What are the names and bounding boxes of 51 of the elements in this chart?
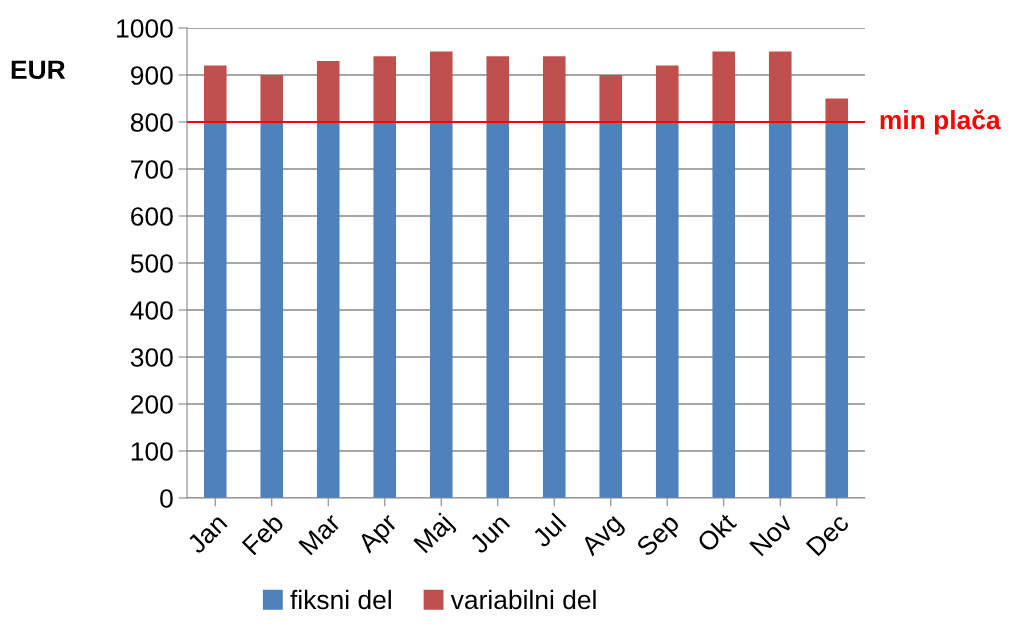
y-tick-label: 800 — [130, 113, 173, 132]
bar — [260, 122, 284, 498]
x-tick-label: Apr — [356, 512, 402, 558]
y-tick-label: 1000 — [117, 19, 173, 38]
bar — [316, 60, 340, 122]
legend-label: variabilni del — [450, 589, 596, 610]
x-tick-label: Dec — [805, 512, 850, 557]
bar — [542, 56, 566, 122]
y-tick-label: 900 — [131, 66, 173, 85]
bar — [542, 122, 566, 498]
ref-line-label: min plača — [880, 109, 1001, 135]
x-tick-label: Okt — [695, 511, 738, 554]
y-tick-label: 300 — [130, 348, 173, 367]
bar — [768, 122, 792, 498]
x-tick-label: Sep — [635, 512, 684, 561]
bar — [373, 56, 397, 122]
bar — [825, 98, 849, 122]
x-tick-label: Maj — [412, 512, 458, 558]
bar — [203, 65, 227, 122]
bar — [429, 51, 453, 122]
x-tick-label: Jun — [468, 513, 511, 555]
bar — [712, 122, 736, 498]
y-tick-label: 600 — [131, 207, 173, 226]
bar — [655, 65, 679, 122]
bar — [203, 122, 227, 498]
x-tick-label: Jul — [530, 512, 567, 549]
y-tick-label: 0 — [160, 489, 173, 508]
bar — [599, 122, 623, 498]
x-tick-label: Jan — [186, 513, 228, 555]
y-tick-label: 500 — [130, 254, 173, 273]
bar — [486, 122, 510, 498]
x-tick-label: Mar — [298, 512, 342, 556]
y-tick-label: 700 — [131, 160, 173, 179]
x-tick-label: Feb — [241, 511, 285, 556]
y-tick-label: 100 — [131, 442, 173, 461]
bar — [429, 122, 453, 498]
x-tick-label: Nov — [749, 511, 794, 557]
bar — [655, 122, 679, 498]
bar — [373, 122, 397, 498]
bar — [316, 122, 340, 498]
legend-label: fiksni del — [290, 589, 391, 610]
y-axis-title: EUR — [11, 60, 66, 80]
bar — [486, 56, 510, 122]
bar — [599, 75, 623, 122]
bar — [712, 51, 736, 122]
bar — [768, 51, 792, 122]
bar — [260, 75, 284, 122]
bar — [825, 122, 849, 498]
y-tick-label: 400 — [130, 301, 173, 320]
y-tick-label: 200 — [131, 395, 173, 414]
x-tick-label: Avg — [579, 513, 627, 561]
